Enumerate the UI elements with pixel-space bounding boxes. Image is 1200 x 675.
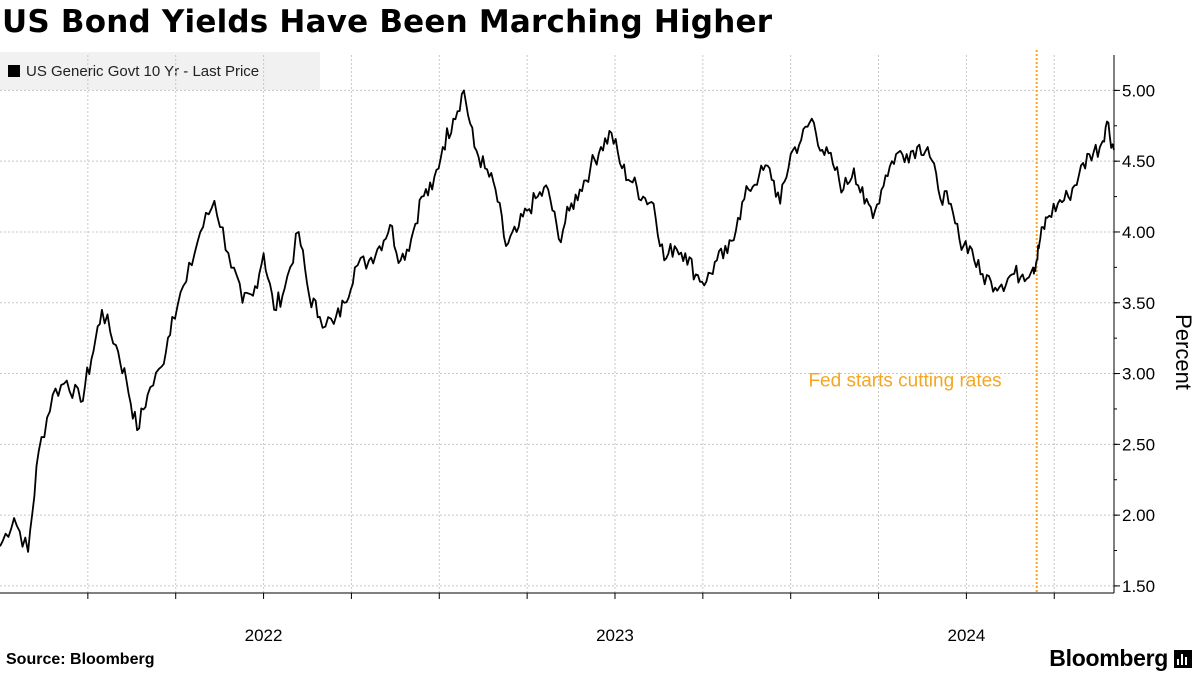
x-tick-label: 2023 — [596, 626, 634, 645]
series-line — [0, 89, 1115, 553]
y-tick-label: 1.50 — [1122, 577, 1155, 596]
y-tick-label: 5.00 — [1122, 81, 1155, 100]
y-tick-label: 4.50 — [1122, 152, 1155, 171]
legend-swatch — [8, 65, 20, 77]
grid — [0, 55, 1114, 593]
y-tick-label: 3.50 — [1122, 294, 1155, 313]
y-tick-label: 2.50 — [1122, 435, 1155, 454]
y-tick-label: 4.00 — [1122, 223, 1155, 242]
brand-label: Bloomberg — [1049, 645, 1168, 671]
chart-title: US Bond Yields Have Been Marching Higher — [2, 4, 773, 40]
x-tick-label: 2022 — [245, 626, 283, 645]
y-tick-label: 2.00 — [1122, 506, 1155, 525]
series — [0, 89, 1115, 553]
annotation-label: Fed starts cutting rates — [808, 371, 1001, 392]
axes: 1.50 2.00 2.50 3.00 3.50 4.00 4.50 5.00 2022 2023… — [0, 55, 1196, 645]
annotation: Fed starts cutting rates — [808, 50, 1038, 593]
y-axis-title: Percent — [1171, 314, 1196, 390]
x-tick-label: 2024 — [947, 626, 985, 645]
legend: US Generic Govt 10 Yr - Last Price — [0, 52, 320, 90]
source-note: Source: Bloomberg — [6, 651, 155, 668]
bloomberg-icon — [1174, 649, 1192, 668]
bloomberg-logo: Bloomberg — [1049, 645, 1192, 672]
legend-label: US Generic Govt 10 Yr - Last Price — [26, 62, 260, 80]
y-tick-label: 3.00 — [1122, 365, 1155, 384]
